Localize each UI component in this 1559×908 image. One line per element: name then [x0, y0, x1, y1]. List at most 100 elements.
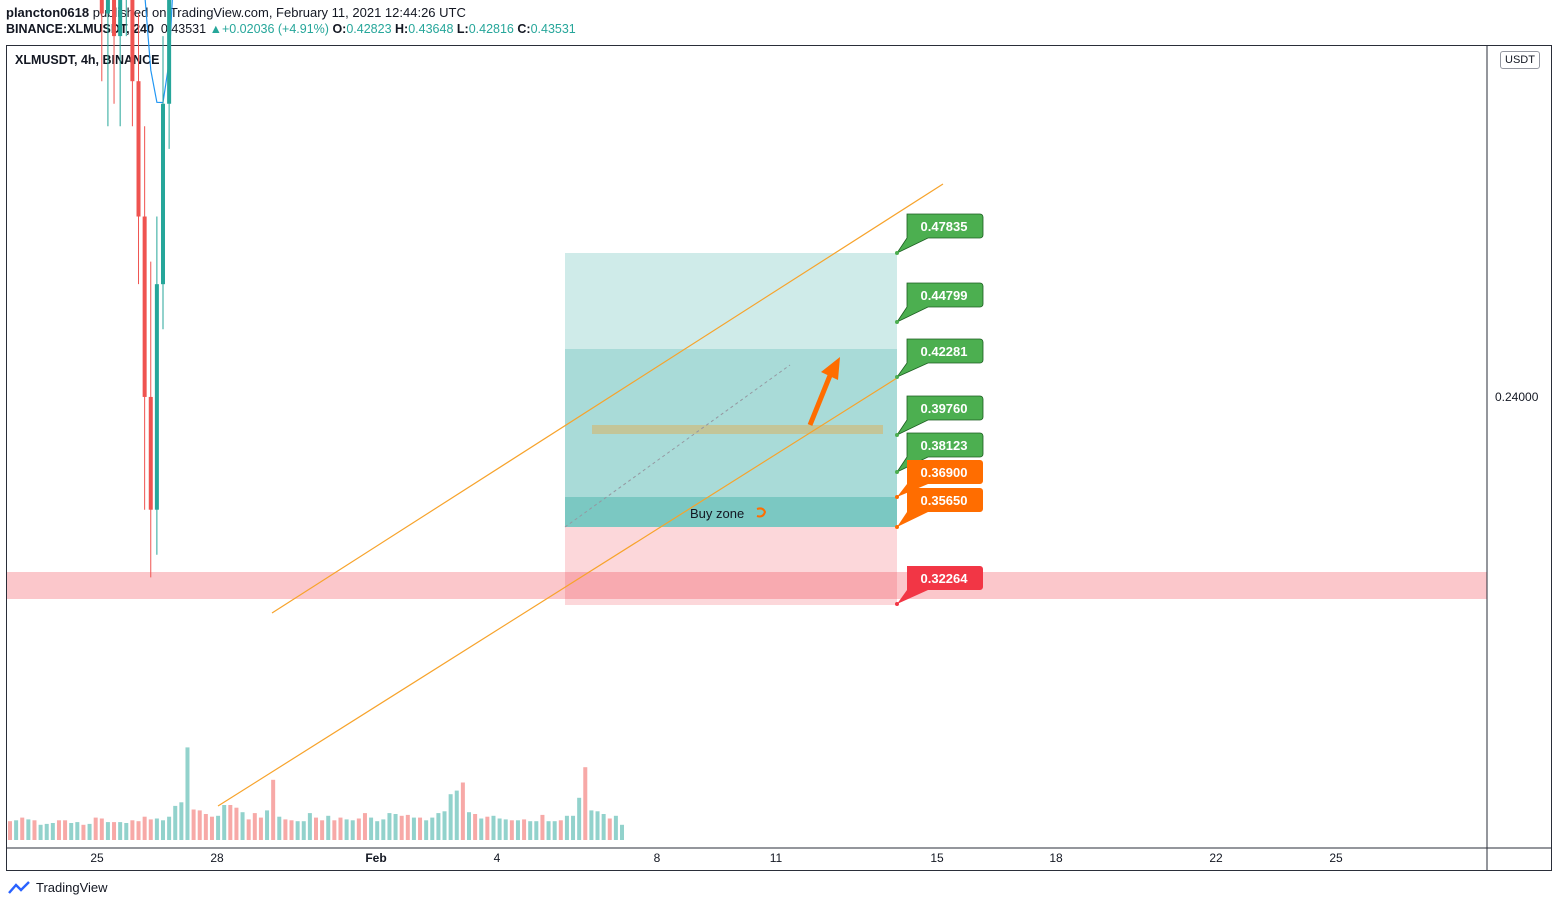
- volume-bar: [124, 823, 129, 840]
- target-callout: [897, 460, 983, 497]
- volume-bar: [564, 815, 569, 840]
- symbol-label: BINANCE:XLMUSDT, 240: [6, 22, 154, 36]
- time-tick-label: 15: [930, 851, 944, 865]
- candle-body: [154, 284, 159, 510]
- buy-zone-hook-icon: [756, 507, 767, 518]
- volume-bar: [32, 820, 37, 840]
- time-tick-label: 4: [494, 851, 501, 865]
- publisher-line: plancton0618 published on TradingView.co…: [6, 5, 466, 20]
- change-value: +0.02036 (+4.91%): [221, 22, 329, 36]
- target-anchor-dot: [895, 320, 899, 324]
- volume-bar: [228, 805, 233, 840]
- volume-bar: [81, 824, 86, 840]
- volume-bar: [393, 814, 398, 840]
- close-value: 0.43531: [530, 22, 576, 36]
- volume-bar: [350, 820, 355, 840]
- volume-bar: [93, 817, 98, 840]
- candle-body: [118, 0, 123, 37]
- published-text: published on TradingView.com, February 1…: [92, 5, 466, 20]
- volume-bar: [148, 819, 153, 840]
- candle-body: [130, 0, 135, 82]
- target-callout-label: 0.47835: [921, 219, 968, 234]
- low-label: L:: [456, 22, 469, 36]
- volume-bar: [595, 811, 600, 840]
- buy-zone-label: Buy zone: [690, 506, 744, 521]
- volume-bar: [191, 809, 196, 840]
- time-tick-label: 25: [90, 851, 104, 865]
- volume-bar: [503, 819, 508, 840]
- arrow-shaft: [807, 372, 834, 426]
- candle-body: [136, 81, 141, 217]
- volume-bar: [399, 815, 404, 840]
- target-callout-label: 0.36900: [921, 465, 968, 480]
- volume-bar: [154, 818, 159, 840]
- tradingview-footer[interactable]: TradingView: [8, 880, 108, 895]
- low-value: 0.42816: [468, 22, 514, 36]
- chart-frame[interactable]: [6, 45, 1552, 871]
- volume-bar: [515, 820, 520, 840]
- volume-bar: [552, 821, 557, 840]
- target-anchor-dot: [895, 251, 899, 255]
- volume-bar: [197, 810, 202, 840]
- volume-bar: [387, 813, 392, 840]
- candle-body: [112, 0, 117, 37]
- target-anchor-dot: [895, 495, 899, 499]
- volume-bar: [491, 815, 496, 840]
- volume-bar: [362, 813, 367, 840]
- volume-bar: [589, 810, 594, 840]
- volume-bar: [234, 807, 239, 840]
- volume-bar: [38, 824, 43, 840]
- volume-bar: [601, 814, 606, 840]
- volume-bar: [167, 816, 172, 840]
- volume-bar: [142, 816, 147, 840]
- chart-symbol-label: XLMUSDT, 4h, BINANCE: [15, 53, 160, 67]
- volume-bar: [69, 823, 74, 840]
- volume-bar: [320, 820, 325, 840]
- arrow-head-icon: [821, 357, 840, 380]
- volume-bar: [63, 820, 68, 840]
- target-callout: [895, 282, 984, 323]
- target-callout: [895, 395, 984, 436]
- volume-bar: [209, 816, 214, 840]
- volume-bar: [258, 817, 263, 840]
- target-callout-label: 0.32264: [921, 571, 969, 586]
- target-callout: [897, 566, 983, 604]
- volume-bar: [265, 810, 270, 840]
- open-value: 0.42823: [346, 22, 392, 36]
- volume-bar: [620, 824, 624, 840]
- high-label: H:: [395, 22, 409, 36]
- volume-bar: [479, 818, 484, 840]
- candle-body: [148, 396, 153, 510]
- target-callout-label: 0.44799: [921, 288, 968, 303]
- volume-bar: [289, 820, 294, 840]
- volume-bar: [56, 820, 61, 840]
- volume-bar: [509, 820, 514, 840]
- volume-bar: [405, 814, 410, 840]
- channel-lower-line: [217, 377, 898, 807]
- volume-bar: [369, 817, 374, 840]
- volume-bar: [173, 805, 178, 840]
- volume-bar: [546, 821, 551, 840]
- time-tick-label: 22: [1209, 851, 1223, 865]
- target-anchor-dot: [895, 602, 899, 606]
- volume-bar: [283, 819, 288, 840]
- volume-bar: [473, 814, 478, 840]
- author-name[interactable]: plancton0618: [6, 5, 90, 20]
- target-anchor-dot: [895, 375, 899, 379]
- volume-bar: [460, 782, 465, 840]
- volume-bar: [301, 821, 306, 840]
- volume-bar: [271, 779, 276, 840]
- volume-bar: [185, 747, 190, 840]
- close-label: C:: [517, 22, 531, 36]
- volume-bar: [467, 812, 471, 840]
- currency-button[interactable]: USDT: [1500, 51, 1540, 69]
- volume-bar: [485, 816, 490, 840]
- volume-bar: [607, 818, 612, 840]
- tradingview-brand: TradingView: [36, 880, 108, 895]
- candle-body: [167, 0, 172, 104]
- volume-bar: [344, 819, 349, 840]
- target-anchor-dot: [895, 525, 899, 529]
- volume-bar: [118, 822, 123, 840]
- target-callout: [895, 338, 984, 378]
